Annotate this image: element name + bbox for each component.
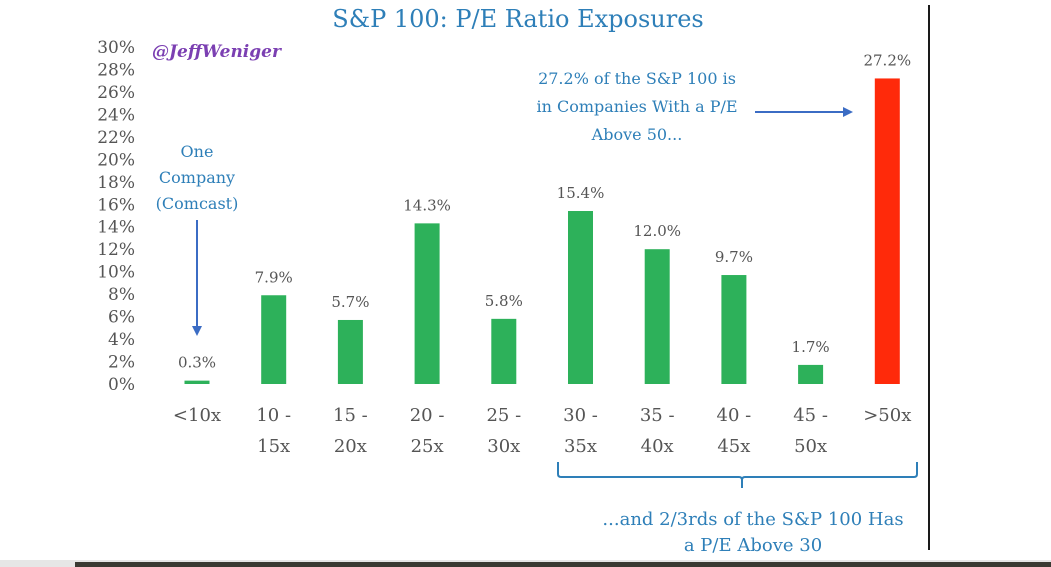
x-tick-label-3-line-2: 25x <box>411 436 444 457</box>
y-tick-label: 2% <box>108 353 135 373</box>
x-tick-label-7-line-2: 45x <box>717 436 750 457</box>
y-tick-label: 8% <box>108 285 135 305</box>
bar-2 <box>337 319 363 384</box>
bar-0 <box>184 380 210 384</box>
x-tick-label-6-line-2: 40x <box>641 436 674 457</box>
data-label-4: 5.8% <box>485 292 523 310</box>
y-tick-label: 6% <box>108 308 135 328</box>
y-axis-ticks: 0%2% 4%6% 8%10% 12%14% 16%18% 20%22% 24%26% 28%… <box>97 38 135 395</box>
data-label-9: 27.2% <box>863 51 911 69</box>
x-tick-label-6: 35 - <box>640 405 675 426</box>
data-label-1: 7.9% <box>255 268 293 286</box>
data-label-8: 1.7% <box>792 338 830 356</box>
bar-7 <box>721 275 747 384</box>
above50-note-line-2: in Companies With a P/E <box>536 97 737 116</box>
x-tick-label-8-line-2: 50x <box>794 436 827 457</box>
data-label-0: 0.3% <box>178 354 216 372</box>
y-tick-label: 30% <box>97 38 135 58</box>
y-tick-label: 28% <box>97 60 135 80</box>
comcast-note-line-2: Company <box>159 168 235 187</box>
x-tick-label-1: 10 - <box>256 405 291 426</box>
two-thirds-brace <box>557 462 918 488</box>
data-label-6: 12.0% <box>633 222 681 240</box>
x-axis-ticks: <10x 10 - 15x 15 - 20x 20 - 25x 25 - 30x 30 - 35x 3… <box>173 405 911 457</box>
x-tick-label-9: >50x <box>863 405 911 426</box>
author-handle: @JeffWeniger <box>152 42 282 62</box>
data-label-5: 15.4% <box>557 184 605 202</box>
x-tick-label-7: 40 - <box>717 405 752 426</box>
y-tick-label: 4% <box>108 330 135 350</box>
y-tick-label: 22% <box>97 128 135 148</box>
chart-title: S&P 100: P/E Ratio Exposures <box>332 5 703 33</box>
x-tick-label-5-line-2: 35x <box>564 436 597 457</box>
data-label-2: 5.7% <box>331 293 369 311</box>
y-tick-label: 20% <box>97 150 135 170</box>
two-thirds-note-line-2: a P/E Above 30 <box>684 535 822 556</box>
comcast-note-line-1: One <box>181 142 214 161</box>
comcast-arrow <box>192 220 202 336</box>
x-tick-label-5: 30 - <box>563 405 598 426</box>
bar-3 <box>414 223 440 384</box>
above50-note-line-1: 27.2% of the S&P 100 is <box>538 69 736 88</box>
data-labels: 0.3% 7.9% 5.7% 14.3% 5.8% 15.4% 12.0% 9.7% 1.7% 2… <box>178 51 911 371</box>
comcast-note-line-3: (Comcast) <box>156 194 239 213</box>
x-tick-label-2-line-2: 20x <box>334 436 367 457</box>
y-tick-label: 0% <box>108 375 135 395</box>
x-tick-label-4-line-2: 30x <box>487 436 520 457</box>
bars <box>184 78 900 384</box>
y-tick-label: 26% <box>97 83 135 103</box>
bar-8 <box>798 364 824 384</box>
x-tick-label-8: 45 - <box>793 405 828 426</box>
data-label-7: 9.7% <box>715 248 753 266</box>
right-divider <box>928 5 930 550</box>
above50-note-line-3: Above 50... <box>591 125 683 144</box>
y-tick-label: 12% <box>97 240 135 260</box>
above50-arrow <box>755 107 853 117</box>
x-tick-label-3: 20 - <box>410 405 445 426</box>
two-thirds-note-line-1: ...and 2/3rds of the S&P 100 Has <box>602 509 903 530</box>
x-tick-label-4: 25 - <box>486 405 521 426</box>
y-tick-label: 10% <box>97 263 135 283</box>
y-tick-label: 14% <box>97 218 135 238</box>
bar-5 <box>568 211 593 384</box>
bar-1 <box>261 295 287 384</box>
y-tick-label: 18% <box>97 173 135 193</box>
y-tick-label: 16% <box>97 195 135 215</box>
bar-6 <box>644 249 670 384</box>
bar-9 <box>874 78 900 384</box>
bar-4 <box>491 318 517 384</box>
x-tick-label-0: <10x <box>173 405 221 426</box>
data-label-3: 14.3% <box>403 196 451 214</box>
y-tick-label: 24% <box>97 105 135 125</box>
bottom-strip <box>0 560 1051 567</box>
x-tick-label-1-line-2: 15x <box>257 436 290 457</box>
x-tick-label-2: 15 - <box>333 405 368 426</box>
